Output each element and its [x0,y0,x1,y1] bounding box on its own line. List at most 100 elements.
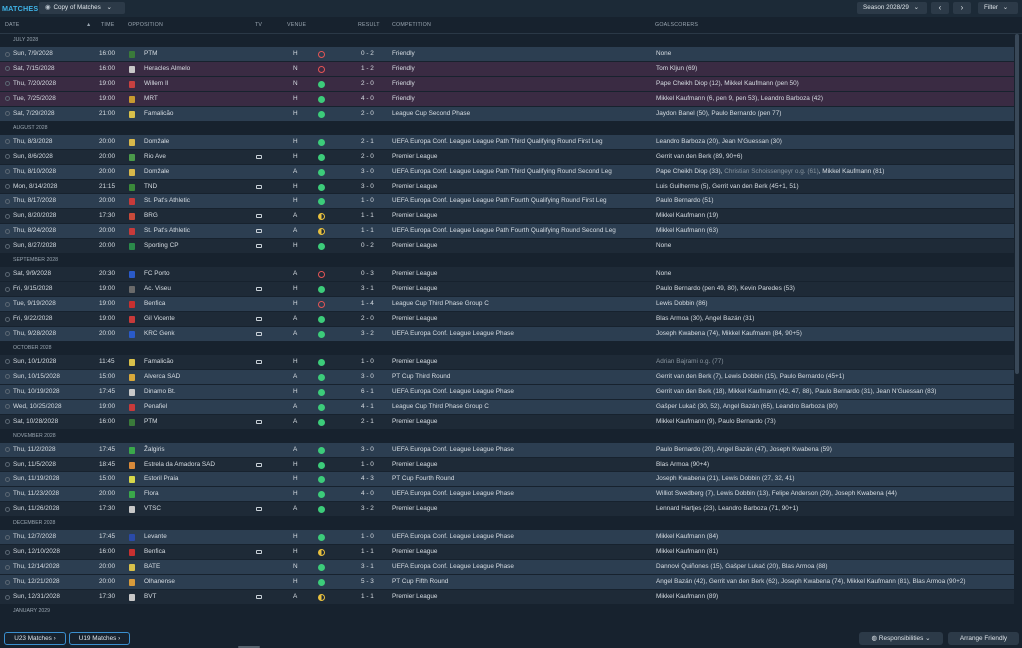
competition-name[interactable]: Friendly [392,64,415,72]
opposition-name[interactable]: Gil Vicente [144,315,175,322]
match-row[interactable]: Sun, 7/9/2028 16:00 PTM H 0 - 2 Friendly None [0,47,1014,62]
competition-name[interactable]: UEFA Europa Conf. League League Path Fou… [392,197,607,205]
match-row[interactable]: Sun, 11/5/2028 18:45 Estrela da Amadora SA… [0,457,1014,473]
sort-up-icon[interactable]: ▲ [86,22,92,28]
scrollbar[interactable] [1015,34,1019,374]
competition-name[interactable]: UEFA Europa Conf. League League Phase [392,445,514,453]
match-result[interactable]: 2 - 0 [361,79,374,87]
competition-name[interactable]: Friendly [392,79,415,87]
competition-name[interactable]: Premier League [392,417,438,425]
season-dropdown[interactable]: Season 2028/29 ⌄ [857,2,927,14]
match-row[interactable]: Thu, 12/7/2028 17:45 Levante H 1 - 0 UEFA Eur… [0,530,1014,546]
opposition-name[interactable]: Alverca SAD [144,372,181,380]
match-result[interactable]: 3 - 1 [361,563,374,571]
competition-name[interactable]: UEFA Europa Conf. League League Phase [392,533,514,541]
select-circle-icon[interactable] [5,594,10,600]
select-circle-icon[interactable] [5,286,10,292]
opposition-name[interactable]: Domžale [144,137,170,145]
competition-name[interactable]: Premier League [392,182,438,190]
match-row[interactable]: Sun, 10/15/2028 15:00 Alverca SAD A 3 - 0 PT … [0,369,1014,385]
opposition-name[interactable]: Sporting CP [144,242,179,250]
select-circle-icon[interactable] [5,271,10,277]
opposition-name[interactable]: BRG [144,212,158,220]
match-result[interactable]: 4 - 0 [361,490,374,498]
select-circle-icon[interactable] [5,81,10,87]
match-result[interactable]: 2 - 0 [361,152,374,160]
competition-name[interactable]: Premier League [392,285,438,293]
select-circle-icon[interactable] [5,506,10,512]
match-result[interactable]: 3 - 0 [361,167,374,175]
match-row[interactable]: Thu, 10/19/2028 17:45 Dinamo Bt. H 6 - 1 UEFA… [0,384,1014,400]
opposition-name[interactable]: Žalgiris [144,445,165,453]
select-circle-icon[interactable] [5,111,10,117]
match-row[interactable]: Sun, 11/19/2028 15:00 Estoril Praia H 4 - 3 P… [0,472,1014,488]
match-result[interactable]: 1 - 1 [361,548,374,556]
competition-name[interactable]: Premier League [392,212,438,220]
match-result[interactable]: 1 - 1 [361,212,374,220]
select-circle-icon[interactable] [5,213,10,219]
match-row[interactable]: Fri, 9/15/2028 19:00 Ac. Viseu H 3 - 1 Premie… [0,282,1014,298]
select-circle-icon[interactable] [5,198,10,204]
opposition-name[interactable]: PTM [144,417,158,425]
col-date[interactable]: DATE [5,22,20,28]
match-result[interactable]: 4 - 1 [361,402,374,410]
match-row[interactable]: Sun, 12/31/2028 17:30 BVT A 1 - 1 Premier Lea… [0,590,1014,605]
resize-handle[interactable] [238,646,260,648]
select-circle-icon[interactable] [5,243,10,249]
match-row[interactable]: Thu, 12/14/2028 20:00 BATE N 3 - 1 UEFA Europ… [0,560,1014,576]
competition-name[interactable]: UEFA Europa Conf. League League Path Fou… [392,227,616,235]
match-result[interactable]: 1 - 1 [361,593,374,600]
select-circle-icon[interactable] [5,359,10,365]
select-circle-icon[interactable] [5,374,10,380]
competition-name[interactable]: PT Cup Fifth Round [392,578,449,586]
select-circle-icon[interactable] [5,96,10,102]
opposition-name[interactable]: Olhanense [144,578,175,586]
opposition-name[interactable]: Benfica [144,548,166,556]
competition-name[interactable]: UEFA Europa Conf. League League Phase [392,490,514,498]
opposition-name[interactable]: Estoril Praia [144,475,179,483]
select-circle-icon[interactable] [5,169,10,175]
select-circle-icon[interactable] [5,66,10,72]
opposition-name[interactable]: PTM [144,50,158,57]
prev-season-button[interactable]: ‹ [931,2,949,14]
match-row[interactable]: Fri, 9/22/2028 19:00 Gil Vicente A 2 - 0 Prem… [0,312,1014,327]
select-circle-icon[interactable] [5,139,10,145]
opposition-name[interactable]: BVT [144,593,157,600]
competition-name[interactable]: UEFA Europa Conf. League League Phase [392,563,514,571]
match-row[interactable]: Thu, 7/20/2028 19:00 Willem II N 2 - 0 Friend… [0,76,1014,92]
match-row[interactable]: Tue, 7/25/2028 19:00 MRT H 4 - 0 Friendly Mikk… [0,91,1014,107]
opposition-name[interactable]: Famalicão [144,109,174,117]
match-row[interactable]: Thu, 11/23/2028 20:00 Flora H 4 - 0 UEFA Euro… [0,487,1014,503]
match-result[interactable]: 3 - 0 [361,445,374,453]
opposition-name[interactable]: Benfica [144,300,166,308]
competition-name[interactable]: UEFA Europa Conf. League League Phase [392,387,514,395]
opposition-name[interactable]: BATE [144,563,161,571]
match-result[interactable]: 3 - 2 [361,329,374,337]
opposition-name[interactable]: MRT [144,94,158,102]
match-row[interactable]: Sun, 8/20/2028 17:30 BRG A 1 - 1 Premier Leag… [0,209,1014,225]
opposition-name[interactable]: Flora [144,490,159,498]
match-row[interactable]: Mon, 8/14/2028 21:15 TND H 3 - 0 Premier Leag… [0,179,1014,195]
u19-matches-button[interactable]: U19 Matches › [69,632,130,645]
select-circle-icon[interactable] [5,51,10,57]
match-row[interactable]: Sat, 10/28/2028 16:00 PTM A 2 - 1 Premier Lea… [0,414,1014,430]
opposition-name[interactable]: St. Pat's Athletic [144,227,190,235]
col-result[interactable]: RESULT [358,22,380,28]
match-row[interactable]: Thu, 12/21/2028 20:00 Olhanense H 5 - 3 PT Cu… [0,575,1014,590]
opposition-name[interactable]: Willem II [144,79,169,87]
col-opposition[interactable]: OPPOSITION [128,22,163,28]
match-result[interactable]: 0 - 3 [361,270,374,278]
match-result[interactable]: 5 - 3 [361,578,374,586]
match-result[interactable]: 2 - 1 [361,137,374,145]
match-result[interactable]: 2 - 0 [361,109,374,117]
match-result[interactable]: 1 - 0 [361,357,374,365]
arrange-friendly-button[interactable]: Arrange Friendly [948,632,1019,645]
opposition-name[interactable]: Penafiel [144,402,168,410]
competition-name[interactable]: League Cup Third Phase Group C [392,300,489,308]
match-result[interactable]: 4 - 3 [361,475,374,483]
competition-name[interactable]: UEFA Europa Conf. League League Phase [392,329,514,337]
match-result[interactable]: 4 - 0 [361,94,374,102]
responsibilities-button[interactable]: ◍ Responsibilities ⌄ [859,632,943,645]
opposition-name[interactable]: St. Pat's Athletic [144,197,190,205]
select-circle-icon[interactable] [5,579,10,585]
